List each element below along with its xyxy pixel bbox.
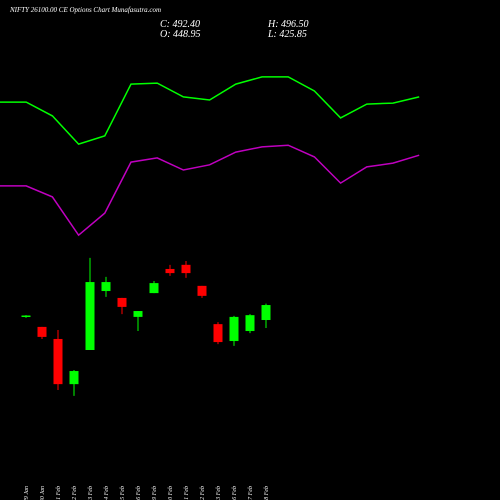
header-open: O: 448.95 (160, 29, 201, 40)
x-tick-label: 16 Feb (232, 486, 238, 500)
candle-body (133, 311, 143, 317)
header-high: H: 496.50 (267, 19, 309, 30)
x-tick-label: 29 Jan (24, 486, 30, 500)
header-low: L: 425.85 (267, 29, 307, 40)
x-tick-label: 11 Feb (184, 486, 190, 500)
candle-body (213, 324, 223, 343)
header-close: C: 492.40 (160, 19, 200, 30)
candle-body (85, 282, 95, 350)
candle-body (261, 305, 271, 321)
indicator-line (0, 76, 420, 145)
indicator-line (0, 144, 420, 237)
candle-body (181, 264, 191, 274)
x-tick-label: 05 Feb (120, 486, 126, 500)
x-tick-label: 17 Feb (248, 486, 254, 500)
chart-title: NIFTY 26100.00 CE Options Chart Munafasu… (9, 6, 161, 14)
candle-body (229, 316, 239, 342)
candle-body (37, 326, 47, 337)
x-tick-label: 13 Feb (216, 486, 222, 500)
x-tick-label: 04 Feb (103, 486, 110, 500)
x-tick-label: 02 Feb (72, 486, 78, 500)
candle-body (21, 315, 31, 318)
x-tick-label: 10 Feb (168, 486, 174, 500)
x-tick-label: 30 Jan (40, 486, 46, 500)
x-tick-label: 18 Feb (264, 486, 270, 500)
candle-body (165, 268, 175, 274)
candle-body (101, 282, 111, 292)
x-tick-label: 06 Feb (136, 486, 142, 500)
candle-body (117, 297, 127, 307)
candle-body (149, 283, 159, 294)
x-tick-label: 01 Feb (56, 486, 62, 500)
x-tick-label: 03 Feb (88, 486, 94, 500)
x-tick-label: 09 Feb (152, 486, 158, 500)
x-tick-label: 12 Feb (200, 486, 206, 500)
candle-body (53, 338, 63, 385)
candle-body (197, 285, 207, 296)
candle-body (245, 315, 255, 332)
candle-body (69, 371, 79, 385)
